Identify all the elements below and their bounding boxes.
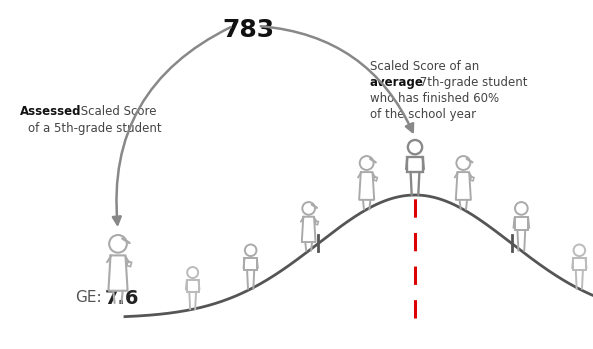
Text: Assessed: Assessed (20, 105, 81, 118)
Bar (315, 221, 318, 225)
Text: GE:: GE: (75, 290, 101, 305)
Text: 7.6: 7.6 (105, 289, 139, 307)
Bar (187, 280, 199, 291)
Bar (470, 177, 474, 181)
Text: average: average (370, 76, 424, 89)
Text: Scaled Score: Scaled Score (77, 105, 157, 118)
Bar (374, 177, 377, 181)
Bar (127, 261, 132, 267)
Bar (244, 258, 257, 270)
Text: Scaled Score of an: Scaled Score of an (370, 60, 479, 73)
Text: of the school year: of the school year (370, 108, 476, 121)
Text: 783: 783 (222, 18, 274, 42)
Text: 7th-grade student: 7th-grade student (416, 76, 528, 89)
Text: of a 5th-grade student: of a 5th-grade student (28, 122, 162, 135)
Bar (407, 156, 423, 172)
Text: who has finished 60%: who has finished 60% (370, 92, 499, 105)
Bar (573, 258, 585, 270)
Bar (515, 217, 528, 230)
